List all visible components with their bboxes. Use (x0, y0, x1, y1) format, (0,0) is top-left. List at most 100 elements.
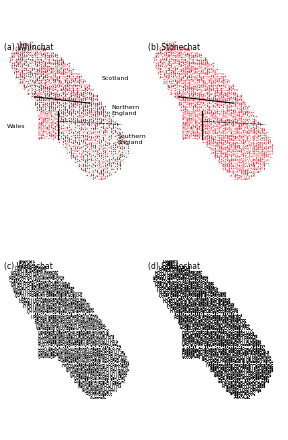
Bar (46, 129, 48, 130)
Bar (64, 339, 66, 340)
Bar (29, 273, 31, 274)
Bar (94, 314, 96, 315)
Bar (230, 319, 232, 320)
Bar (58, 341, 60, 342)
Bar (70, 318, 72, 319)
Bar (74, 319, 76, 320)
Bar (216, 315, 218, 317)
Bar (192, 58, 194, 59)
Bar (94, 370, 96, 371)
Bar (108, 332, 109, 333)
Bar (96, 322, 98, 323)
Bar (251, 170, 253, 171)
Bar (74, 365, 76, 366)
Bar (242, 148, 244, 149)
Bar (210, 116, 212, 117)
Bar (253, 343, 255, 344)
Bar (29, 270, 31, 271)
Bar (246, 105, 247, 106)
Bar (100, 321, 102, 322)
Bar (184, 295, 186, 297)
Bar (262, 138, 263, 139)
Bar (166, 289, 168, 290)
Bar (44, 315, 46, 317)
Bar (50, 312, 52, 313)
Bar (184, 270, 186, 271)
Bar (194, 275, 196, 276)
Bar (234, 158, 236, 160)
Bar (226, 378, 228, 379)
Bar (196, 113, 198, 114)
Bar (35, 309, 36, 310)
Bar (80, 312, 82, 313)
Bar (111, 351, 113, 352)
Bar (50, 354, 52, 355)
Bar (39, 352, 40, 353)
Bar (248, 345, 249, 346)
Bar (84, 340, 86, 341)
Bar (170, 269, 172, 270)
Bar (54, 341, 56, 342)
Bar (159, 73, 160, 74)
Bar (111, 142, 113, 143)
Bar (84, 338, 86, 339)
Bar (100, 336, 102, 337)
Bar (264, 357, 265, 358)
Bar (259, 372, 261, 373)
Bar (31, 78, 33, 79)
Bar (216, 72, 218, 73)
Bar (242, 154, 244, 155)
Bar (39, 71, 40, 72)
Bar (37, 269, 38, 270)
Bar (120, 146, 121, 147)
Bar (88, 390, 90, 391)
Bar (216, 337, 218, 338)
Bar (92, 314, 94, 315)
Bar (54, 98, 56, 99)
Bar (259, 370, 261, 371)
Bar (15, 272, 16, 273)
Bar (66, 370, 68, 371)
Bar (90, 341, 92, 342)
Bar (110, 353, 111, 354)
Bar (40, 137, 42, 138)
Bar (157, 59, 158, 61)
Bar (82, 388, 84, 389)
Bar (208, 96, 210, 97)
Bar (249, 371, 251, 372)
Bar (234, 92, 236, 94)
Bar (33, 284, 34, 285)
Bar (40, 130, 42, 131)
Bar (202, 100, 204, 101)
Bar (244, 369, 245, 370)
Bar (253, 137, 255, 138)
Bar (110, 363, 111, 364)
Bar (192, 310, 194, 312)
Bar (177, 312, 178, 313)
Bar (255, 117, 257, 118)
Bar (52, 125, 54, 127)
Bar (88, 308, 90, 309)
Bar (40, 355, 42, 356)
Bar (76, 74, 78, 76)
Bar (236, 345, 238, 346)
Bar (24, 262, 26, 264)
Bar (118, 363, 119, 364)
Bar (192, 357, 194, 358)
Bar (190, 305, 192, 306)
Bar (188, 340, 190, 341)
Bar (39, 295, 40, 297)
Bar (80, 323, 82, 324)
Bar (56, 66, 58, 67)
Bar (68, 87, 70, 88)
Bar (226, 321, 228, 322)
Bar (78, 309, 80, 310)
Bar (78, 303, 80, 304)
Bar (238, 388, 240, 389)
Bar (173, 264, 174, 265)
Bar (70, 363, 72, 364)
Bar (204, 345, 206, 346)
Bar (115, 341, 117, 342)
Bar (230, 106, 232, 107)
Bar (76, 151, 78, 152)
